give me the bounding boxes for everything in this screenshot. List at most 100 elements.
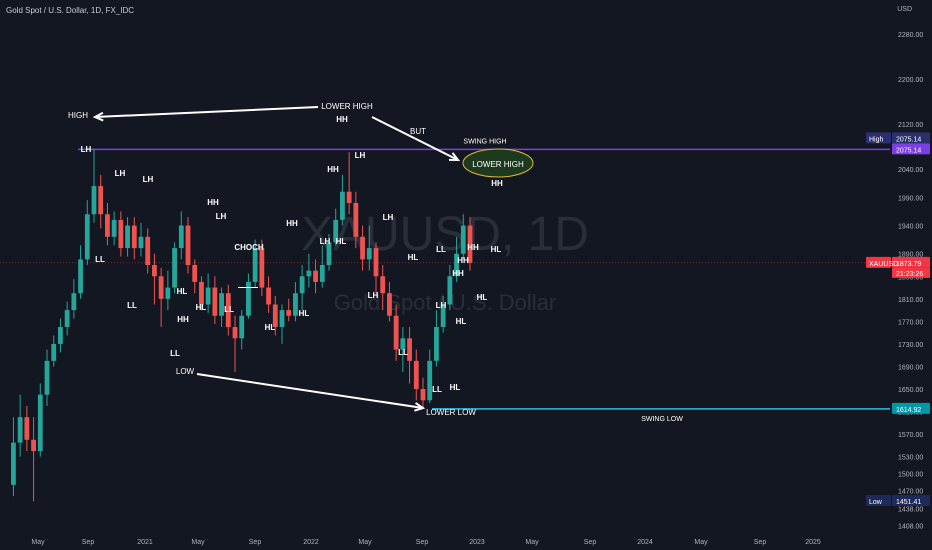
- structure-label: LL: [432, 385, 442, 394]
- candle-body: [427, 360, 433, 401]
- candle-body: [252, 248, 258, 282]
- structure-label: LL: [224, 305, 234, 314]
- swing-high-price-tag-text: 2075.14: [896, 147, 921, 154]
- candle-body: [225, 293, 231, 328]
- candle-body: [400, 338, 406, 350]
- candle-body: [440, 304, 446, 328]
- candle-body: [232, 327, 238, 339]
- structure-label: HL: [491, 245, 502, 254]
- currency-label: USD: [897, 6, 912, 13]
- candle-body: [64, 310, 70, 328]
- candle-body: [192, 265, 198, 282]
- candle-body: [434, 327, 439, 361]
- last-price-tag-tag: XAUUSD: [869, 261, 898, 268]
- structure-label: LH: [368, 291, 379, 300]
- swing-low-price-tag-text: 1614.92: [896, 407, 921, 414]
- candle-body: [125, 225, 130, 249]
- candle-body: [467, 225, 473, 263]
- candle-body: [447, 276, 453, 305]
- candle-body: [454, 253, 459, 277]
- high-price-tag-text: 2075.14: [896, 136, 921, 143]
- structure-label: HH: [491, 179, 503, 188]
- structure-label: HH: [207, 198, 219, 207]
- candle-body: [37, 394, 43, 452]
- candle-body: [460, 225, 466, 254]
- candle-body: [17, 417, 23, 443]
- candle-body: [407, 338, 412, 361]
- candle-body: [360, 236, 365, 260]
- candle-body: [319, 265, 325, 282]
- high-price-tag-tag: High: [869, 136, 884, 143]
- candle-body: [393, 315, 399, 350]
- structure-label: LL: [127, 301, 137, 310]
- structure-label: HH: [286, 219, 298, 228]
- arrow-to-lower-low: [196, 373, 424, 409]
- x-tick-label: Sep: [754, 539, 767, 546]
- candle-body: [58, 327, 63, 344]
- structure-label: HL: [265, 323, 276, 332]
- callout-label: BUT: [410, 127, 426, 136]
- symbol-title: Gold Spot / U.S. Dollar, 1D, FX_IDC: [6, 6, 135, 15]
- y-tick-label: 2280.00: [898, 32, 923, 39]
- candle-body: [212, 287, 218, 316]
- y-tick-label: 1990.00: [898, 195, 923, 202]
- structure-label: HL: [196, 303, 207, 312]
- callout-label: LOWER HIGH: [321, 102, 373, 111]
- high-price-tag: 2075.14 High: [866, 132, 930, 144]
- watermark-ticker: XAUUSD, 1D: [301, 208, 589, 261]
- candle-body: [380, 276, 386, 294]
- callout-label: LOWER LOW: [426, 408, 476, 417]
- candle-body: [71, 293, 77, 311]
- x-tick-label: Sep: [82, 539, 95, 546]
- candle-body: [98, 186, 104, 215]
- swing-low-label: SWING LOW: [641, 416, 683, 423]
- candle-body: [279, 310, 285, 328]
- candle-body: [420, 389, 426, 401]
- last-price-tag-text: 1873.79: [896, 261, 921, 268]
- candle-body: [178, 225, 184, 249]
- y-tick-label: 1650.00: [898, 387, 923, 394]
- candle-body: [306, 270, 312, 277]
- candle-body: [346, 191, 352, 203]
- structure-label: HL: [450, 383, 461, 392]
- candle-body: [84, 214, 90, 260]
- y-tick-label: 1690.00: [898, 364, 923, 371]
- structure-label: HL: [408, 253, 419, 262]
- candle-body: [373, 248, 379, 277]
- arrow-to-lower-low-head: [414, 402, 426, 412]
- candle-body: [118, 219, 124, 249]
- candle-body: [152, 265, 157, 277]
- structure-label: LL: [170, 349, 180, 358]
- structure-label: LH: [216, 212, 227, 221]
- structure-label: LL: [436, 245, 446, 254]
- candle-body: [131, 225, 137, 249]
- structure-label: HH: [452, 269, 464, 278]
- structure-label: HH: [457, 256, 469, 265]
- y-tick-label: 1530.00: [898, 455, 923, 462]
- x-tick-label: 2021: [137, 539, 153, 546]
- structure-label: HH: [336, 115, 348, 124]
- structure-label: LH: [143, 175, 154, 184]
- structure-label: LH: [436, 301, 447, 310]
- y-tick-label: 1730.00: [898, 342, 923, 349]
- candle-body: [413, 360, 419, 390]
- callout-label: LOW: [176, 367, 195, 376]
- candle-body: [259, 248, 265, 288]
- low-price-tag-tag: Low: [869, 499, 883, 506]
- candle-body: [366, 248, 372, 260]
- candle-body: [239, 315, 245, 339]
- candle-body: [266, 287, 271, 305]
- x-tick-label: Sep: [584, 539, 597, 546]
- y-tick-label: 1940.00: [898, 224, 923, 231]
- candle-body: [105, 214, 110, 237]
- candle-body: [185, 225, 191, 265]
- candle-body: [31, 439, 36, 452]
- structure-label: HL: [336, 237, 347, 246]
- candle-body: [138, 236, 144, 249]
- structure-label: LH: [383, 213, 394, 222]
- x-tick-label: Sep: [249, 539, 262, 546]
- candle-body: [293, 293, 298, 316]
- candle-body: [326, 242, 332, 265]
